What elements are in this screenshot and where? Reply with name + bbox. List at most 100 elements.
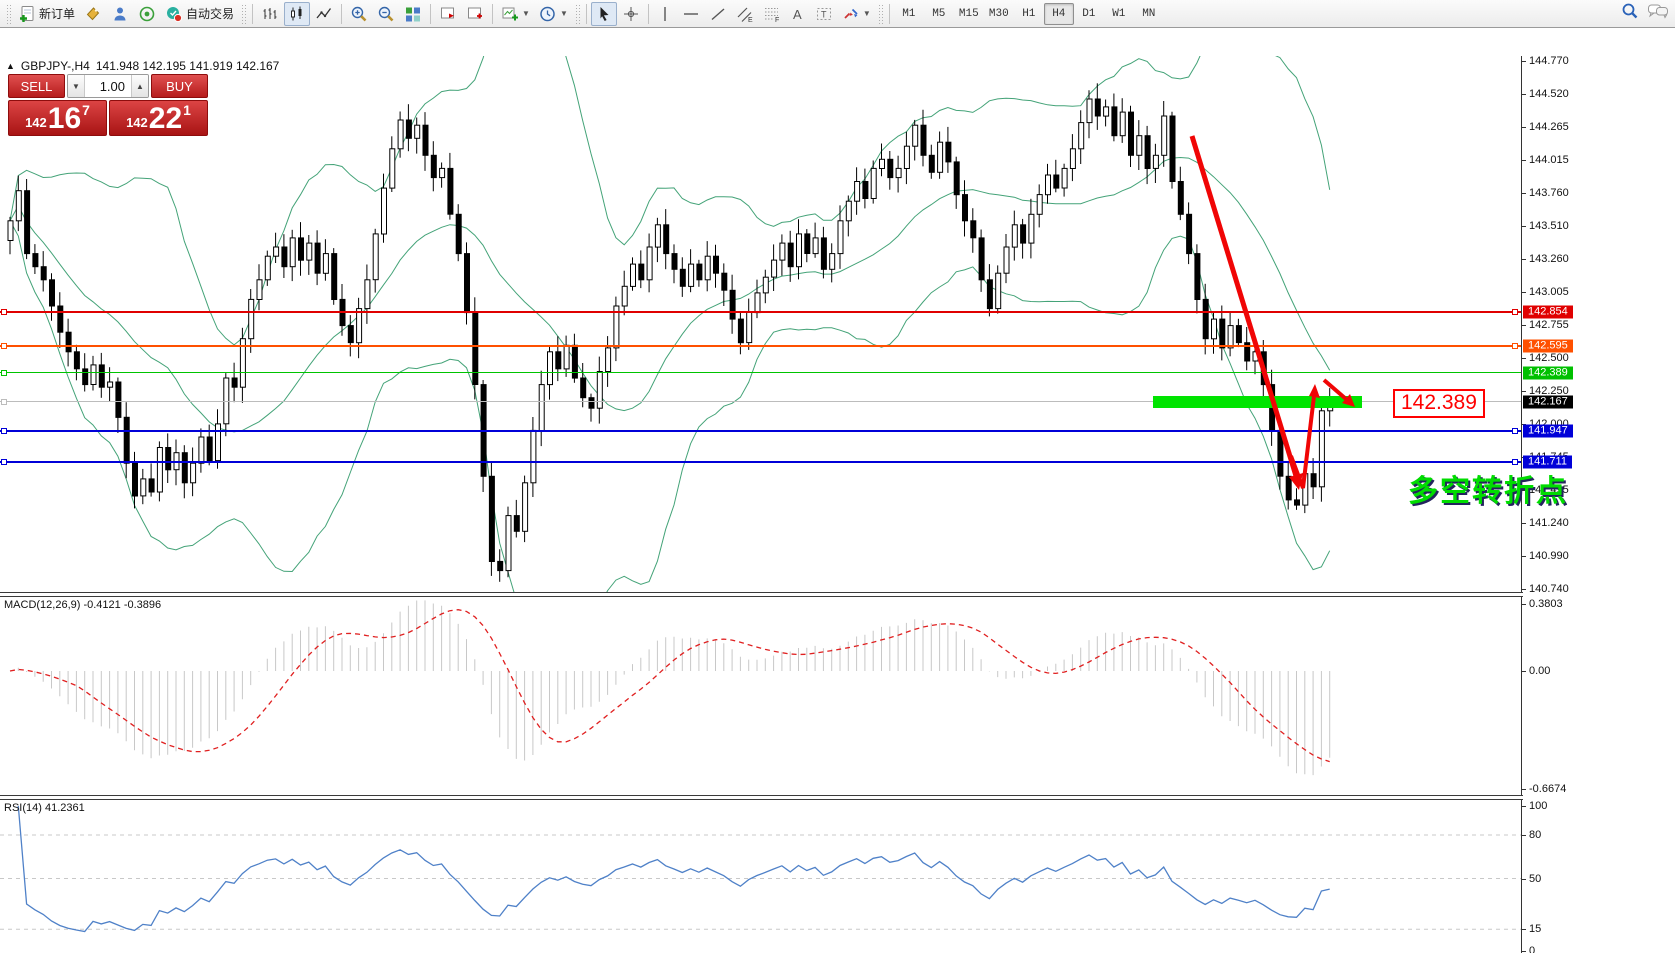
sell-price-base: 142 <box>25 115 47 130</box>
timeframe-h1[interactable]: H1 <box>1022 7 1036 20</box>
timeframe-d1[interactable]: D1 <box>1082 7 1096 20</box>
timeframe-m15[interactable]: M15 <box>958 7 979 20</box>
macd-pane[interactable] <box>0 597 1521 796</box>
new-chart-button[interactable]: ▼ <box>497 2 534 26</box>
crosshair-button[interactable] <box>618 2 644 26</box>
timeframe-m1[interactable]: M1 <box>902 7 916 20</box>
text-button[interactable]: A <box>786 2 810 26</box>
line-handle[interactable] <box>1512 427 1518 434</box>
collapse-panel-icon[interactable]: ▲ <box>6 61 15 71</box>
pane-separator[interactable] <box>0 795 1523 800</box>
zoom-out-button[interactable] <box>373 2 399 26</box>
candle-body <box>24 190 31 255</box>
arrows-objects-button[interactable]: ▼ <box>838 2 875 26</box>
candle-body <box>90 364 97 385</box>
candle-body <box>156 447 163 493</box>
buy-button[interactable]: BUY <box>151 74 208 98</box>
price-line-badge: 141.711 <box>1523 455 1572 469</box>
one-click-trading-panel: SELL ▼ 1.00 ▲ BUY 142 16 7 142 22 1 <box>8 74 208 136</box>
pane-separator[interactable] <box>0 592 1523 597</box>
cursor-button[interactable] <box>590 1 617 26</box>
text-label-icon: T <box>816 7 831 20</box>
price-tick <box>1521 61 1526 62</box>
line-handle[interactable] <box>1 398 7 405</box>
bar-chart-icon <box>263 7 277 19</box>
candle-body <box>1053 174 1060 189</box>
zoom-in-button[interactable] <box>346 2 372 26</box>
horizontal-line[interactable] <box>0 372 1521 374</box>
candle-body <box>231 377 238 388</box>
vertical-line-button[interactable] <box>653 2 677 26</box>
candle-body <box>530 429 537 484</box>
buy-price-pips: 22 <box>148 102 183 135</box>
line-handle[interactable] <box>1512 342 1518 349</box>
toolbar-grip[interactable] <box>6 3 11 24</box>
sell-button[interactable]: SELL <box>8 74 65 98</box>
timeframe-m5[interactable]: M5 <box>932 7 946 20</box>
buy-price-base: 142 <box>126 115 148 130</box>
arrow-objects-icon <box>844 8 858 19</box>
auto-scroll-button[interactable] <box>435 2 461 26</box>
market-watch-button[interactable] <box>80 2 106 26</box>
auto-trading-button[interactable]: 自动交易 <box>161 2 238 26</box>
line-handle[interactable] <box>1 427 7 434</box>
line-handle[interactable] <box>1 342 7 349</box>
sell-price-button[interactable]: 142 16 7 <box>8 100 107 136</box>
chart-shift-button[interactable] <box>462 2 488 26</box>
buy-price-button[interactable]: 142 22 1 <box>109 100 208 136</box>
line-handle[interactable] <box>1 458 7 465</box>
trendline-button[interactable] <box>705 2 731 26</box>
timeframe-m30[interactable]: M30 <box>988 7 1009 20</box>
tile-windows-button[interactable] <box>400 2 426 26</box>
horizontal-line[interactable] <box>0 401 1521 403</box>
candle-body <box>762 276 769 294</box>
fibonacci-button[interactable]: F <box>759 2 785 26</box>
horizontal-line[interactable] <box>0 460 1521 463</box>
macd-axis-label: 0.3803 <box>1529 597 1563 610</box>
profiles-button[interactable]: ▼ <box>535 2 572 26</box>
price-tick-label: 141.495 <box>1529 484 1569 497</box>
meta-editor-button[interactable] <box>107 2 133 26</box>
new-order-button[interactable]: 新订单 <box>14 2 79 26</box>
toolbar: 新订单 自动交易 <box>0 0 1675 28</box>
toolbar-grip[interactable] <box>877 3 883 24</box>
toolbar-grip[interactable] <box>241 3 247 24</box>
price-line-badge: 142.389 <box>1523 366 1573 380</box>
candle-body <box>331 253 338 301</box>
price-tick-label: 142.755 <box>1529 318 1569 331</box>
horizontal-line[interactable] <box>0 429 1521 432</box>
line-handle[interactable] <box>1 308 7 315</box>
sell-price-pips: 16 <box>47 102 82 135</box>
toolbar-grip[interactable] <box>574 3 580 24</box>
news-button[interactable] <box>134 2 160 26</box>
candle-body <box>1186 213 1193 255</box>
chat-icon[interactable] <box>1647 2 1669 20</box>
horizontal-line[interactable] <box>0 310 1521 313</box>
volume-increase-button[interactable]: ▲ <box>131 75 148 97</box>
price-tick-label: 144.520 <box>1529 87 1569 100</box>
line-handle[interactable] <box>1512 458 1518 465</box>
text-label-button[interactable]: T <box>811 2 837 26</box>
candle-body <box>49 279 55 307</box>
price-axis[interactable] <box>1521 56 1522 953</box>
search-icon[interactable] <box>1621 2 1639 20</box>
price-tick-label: 142.500 <box>1529 352 1569 365</box>
line-handle[interactable] <box>1512 308 1518 315</box>
horizontal-line-button[interactable] <box>678 2 704 26</box>
rsi-pane[interactable] <box>0 800 1521 953</box>
candle-body <box>962 194 968 222</box>
timeframe-mn[interactable]: MN <box>1142 7 1156 20</box>
volume-input[interactable]: 1.00 <box>99 78 125 94</box>
candlestick-chart-button[interactable] <box>284 1 311 26</box>
equidistant-channel-button[interactable]: E <box>732 2 758 26</box>
timeframe-w1[interactable]: W1 <box>1112 7 1126 20</box>
main-chart-pane[interactable] <box>0 56 1521 593</box>
timeframe-h4[interactable]: H4 <box>1043 2 1074 25</box>
candle-body <box>15 190 22 222</box>
line-chart-button[interactable] <box>311 2 337 26</box>
horizontal-line[interactable] <box>0 344 1521 347</box>
volume-decrease-button[interactable]: ▼ <box>68 75 85 97</box>
line-handle[interactable] <box>1 369 7 376</box>
bar-chart-button[interactable] <box>257 2 283 26</box>
price-tick-label: 143.510 <box>1529 220 1569 233</box>
